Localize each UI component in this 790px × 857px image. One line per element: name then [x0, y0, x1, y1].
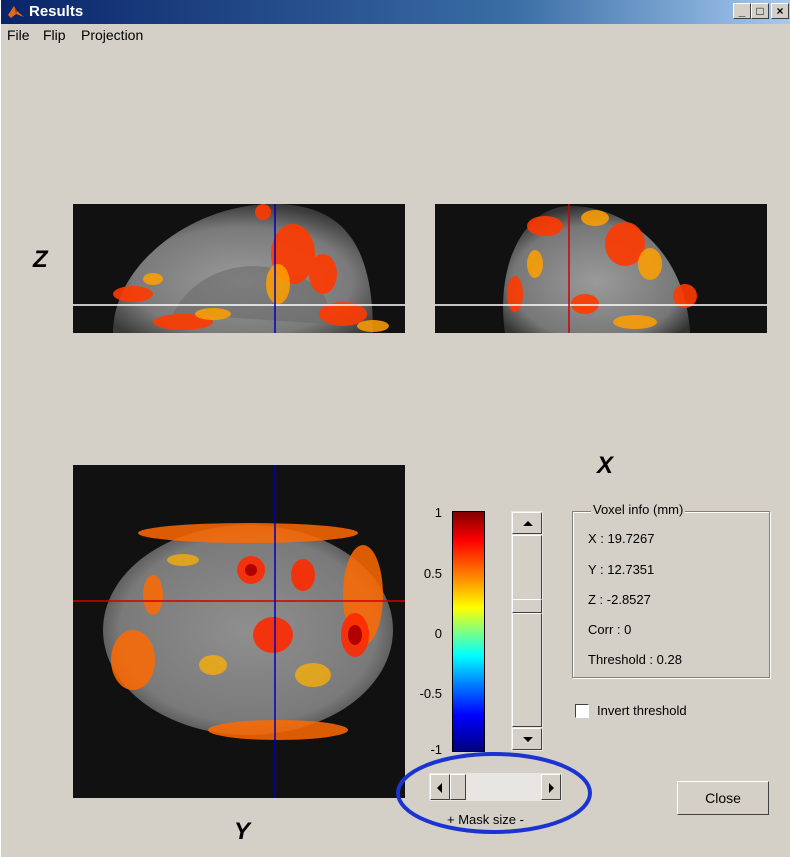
menu-flip[interactable]: Flip	[43, 27, 66, 43]
title-bar[interactable]: Results _ □ ×	[1, 0, 790, 24]
coronal-view[interactable]	[435, 204, 767, 333]
highlight-ellipse-annotation	[394, 750, 594, 836]
x-axis-label: X	[597, 452, 613, 480]
y-axis-label: Y	[234, 818, 250, 846]
colorbar-tick-1: 1	[412, 505, 442, 520]
matlab-icon	[7, 3, 25, 21]
colorbar-tick-neg-0-5: -0.5	[412, 686, 442, 701]
sagittal-view[interactable]	[73, 204, 405, 333]
colorbar	[452, 511, 485, 752]
minimize-button[interactable]: _	[733, 3, 751, 19]
maximize-button[interactable]: □	[751, 3, 769, 19]
arrow-up-icon	[523, 521, 533, 526]
colorbar-tick-0-5: 0.5	[412, 566, 442, 581]
threshold-slider[interactable]	[511, 511, 543, 751]
sagittal-brain-image	[73, 204, 405, 333]
menu-file[interactable]: File	[7, 27, 30, 43]
axial-brain-image	[73, 465, 405, 798]
voxel-corr-value: Corr : 0	[588, 622, 631, 637]
axial-view[interactable]	[73, 465, 405, 798]
close-button[interactable]: Close	[677, 781, 769, 815]
window-title: Results	[29, 3, 83, 20]
menu-bar: File Flip Projection	[1, 24, 790, 46]
invert-threshold-label[interactable]: Invert threshold	[597, 703, 687, 718]
invert-threshold-checkbox[interactable]	[575, 704, 589, 718]
arrow-down-icon	[523, 737, 533, 742]
threshold-down-button[interactable]	[512, 728, 542, 750]
voxel-threshold-value: Threshold : 0.28	[588, 652, 682, 667]
voxel-z-value: Z : -2.8527	[588, 592, 651, 607]
threshold-slider-lower-region[interactable]	[512, 613, 542, 727]
voxel-y-value: Y : 12.7351	[588, 562, 654, 577]
menu-projection[interactable]: Projection	[81, 27, 143, 43]
z-axis-label: Z	[33, 246, 48, 274]
voxel-info-title: Voxel info (mm)	[591, 502, 685, 517]
colorbar-tick-0: 0	[412, 626, 442, 641]
close-window-button[interactable]: ×	[771, 3, 789, 19]
threshold-slider-thumb[interactable]	[512, 599, 542, 613]
threshold-slider-upper-region[interactable]	[512, 535, 542, 607]
threshold-up-button[interactable]	[512, 512, 542, 534]
coronal-brain-image	[435, 204, 767, 333]
close-button-label: Close	[705, 790, 741, 806]
voxel-x-value: X : 19.7267	[588, 531, 655, 546]
